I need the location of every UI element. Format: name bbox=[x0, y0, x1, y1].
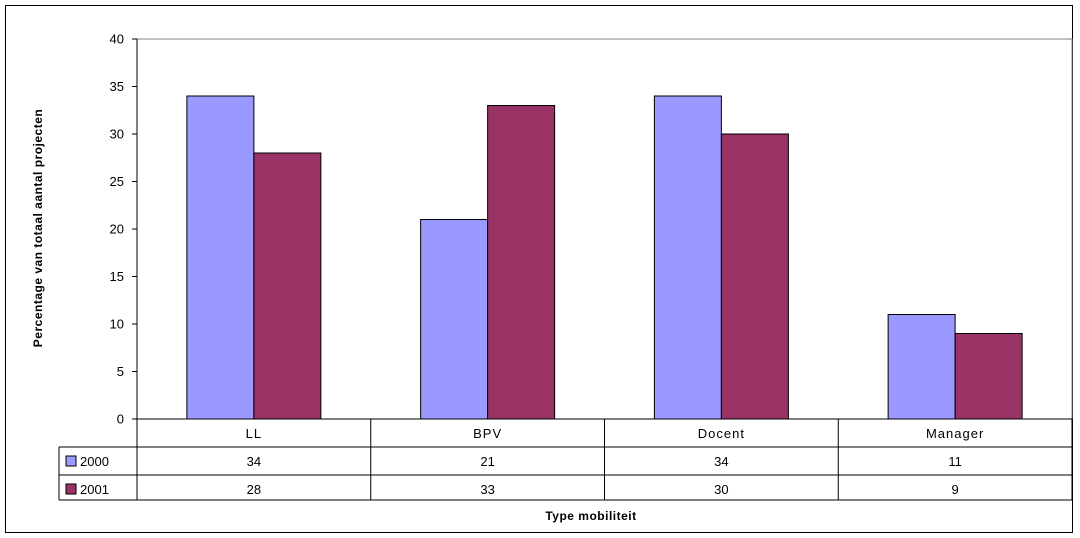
table-cell-value: 9 bbox=[952, 482, 959, 497]
y-axis-title: Percentage van totaal aantal projecten bbox=[31, 109, 45, 347]
y-tick-label: 20 bbox=[110, 222, 124, 237]
bar-2000-bpv bbox=[420, 219, 489, 420]
y-tick-label: 35 bbox=[110, 79, 124, 94]
y-tick-label: 25 bbox=[110, 174, 124, 189]
bar-2001-manager bbox=[954, 333, 1023, 420]
table-cell-value: 33 bbox=[480, 482, 494, 497]
bar-2000-docent bbox=[653, 95, 722, 420]
data-table: LL BPV Docent Manager 2000 34 21 34 11 2001 28 33 30… bbox=[58, 418, 1073, 501]
bar-2000-ll bbox=[186, 95, 255, 420]
y-tick-label: 15 bbox=[110, 269, 124, 284]
x-tick-label: LL bbox=[246, 426, 262, 441]
x-tick-label: Manager bbox=[926, 426, 984, 441]
legend-label-2000: 2000 bbox=[80, 454, 109, 469]
x-tick-label: BPV bbox=[473, 426, 502, 441]
y-tick-label: 5 bbox=[117, 364, 124, 379]
table-cell-value: 30 bbox=[714, 482, 728, 497]
legend-swatch-2001 bbox=[65, 483, 77, 495]
table-cell-value: 11 bbox=[948, 454, 962, 469]
x-axis-title: Type mobiliteit bbox=[545, 509, 636, 523]
legend-label-2001: 2001 bbox=[80, 482, 109, 497]
x-tick-label: Docent bbox=[698, 426, 745, 441]
bar-2001-docent bbox=[720, 133, 789, 420]
table-cell-value: 34 bbox=[714, 454, 728, 469]
y-tick-label: 40 bbox=[110, 32, 124, 47]
table-cell-value: 28 bbox=[247, 482, 261, 497]
bar-2000-manager bbox=[887, 314, 956, 420]
y-axis: 0 5 10 15 20 25 30 35 40 bbox=[110, 32, 138, 427]
legend-swatch-2000 bbox=[65, 455, 77, 467]
y-tick-label: 0 bbox=[117, 412, 124, 427]
bar-2001-ll bbox=[253, 152, 322, 420]
table-cell-value: 34 bbox=[247, 454, 261, 469]
y-tick-label: 30 bbox=[110, 127, 124, 142]
table-cell-value: 21 bbox=[480, 454, 494, 469]
bar-2001-bpv bbox=[487, 105, 556, 420]
y-tick-label: 10 bbox=[110, 317, 124, 332]
